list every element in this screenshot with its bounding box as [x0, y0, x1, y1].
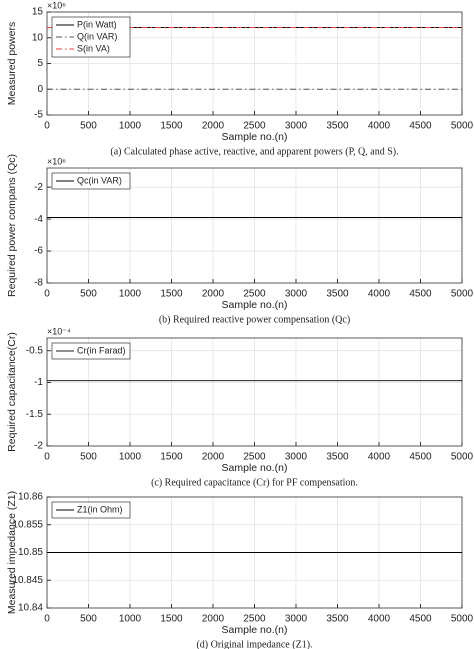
x-axis-label: Sample no.(n) — [222, 299, 288, 311]
x-tick-label: 3000 — [285, 289, 308, 300]
y-tick-label: 10.85 — [18, 547, 43, 558]
legend-box — [51, 342, 131, 360]
x-tick-label: 3000 — [285, 121, 308, 132]
y-tick-label: -2 — [34, 441, 43, 452]
x-tick-label: 2500 — [243, 452, 266, 463]
legend-box — [51, 172, 131, 190]
legend-box — [51, 501, 131, 519]
y-axis-label: Required capacitance(Cr) — [6, 332, 18, 452]
y-tick-label: -4 — [34, 214, 43, 225]
x-tick-label: 5000 — [451, 452, 474, 463]
x-tick-label: 2000 — [202, 121, 225, 132]
y-tick-label: -8 — [34, 278, 43, 289]
caption: (c) Required capacitance (Cr) for PF com… — [151, 477, 358, 488]
x-tick-label: 3500 — [326, 614, 349, 625]
x-tick-label: 5000 — [451, 614, 474, 625]
x-tick-label: 1500 — [160, 452, 183, 463]
x-tick-label: 1500 — [160, 121, 183, 132]
x-tick-label: 2000 — [202, 452, 225, 463]
x-tick-label: 500 — [80, 614, 97, 625]
x-tick-label: 3000 — [285, 614, 308, 625]
caption: (a) Calculated phase active, reactive, a… — [110, 146, 398, 157]
x-tick-label: 3500 — [326, 289, 349, 300]
x-axis-label: Sample no.(n) — [222, 462, 288, 474]
y-tick-label: 10.855 — [12, 519, 43, 530]
x-tick-label: 0 — [44, 121, 50, 132]
y-tick-label: 10.86 — [18, 492, 43, 503]
plot-frame — [46, 11, 463, 116]
x-axis-label: Sample no.(n) — [222, 624, 288, 636]
y-tick-label: -5 — [34, 110, 43, 121]
y-tick-label: -6 — [34, 246, 43, 257]
x-tick-label: 0 — [44, 614, 50, 625]
x-axis-label: Sample no.(n) — [222, 131, 288, 143]
y-tick-label: 15 — [32, 7, 44, 18]
x-tick-label: 2000 — [202, 614, 225, 625]
y-axis-label: Measured powers — [6, 22, 18, 105]
legend-label: Cr(in Farad) — [77, 345, 126, 355]
x-tick-label: 4000 — [368, 289, 391, 300]
x-tick-label: 3500 — [326, 452, 349, 463]
y-axis-label: Required power compans (Qc) — [6, 154, 18, 297]
axis-exponent: ×10⁶ — [47, 0, 66, 10]
x-tick-label: 4500 — [409, 452, 432, 463]
x-tick-label: 1000 — [119, 614, 142, 625]
x-tick-label: 4000 — [368, 614, 391, 625]
x-tick-label: 1000 — [119, 289, 142, 300]
x-tick-label: 1000 — [119, 452, 142, 463]
x-tick-label: 500 — [80, 452, 97, 463]
x-tick-label: 4000 — [368, 121, 391, 132]
y-tick-label: 10.84 — [18, 603, 43, 614]
y-tick-label: -0.5 — [26, 345, 44, 356]
caption: (b) Required reactive power compensation… — [159, 314, 350, 325]
x-tick-label: 1500 — [160, 289, 183, 300]
x-tick-label: 1000 — [119, 121, 142, 132]
x-tick-label: 0 — [44, 452, 50, 463]
x-tick-label: 2500 — [243, 121, 266, 132]
axis-exponent: ×10⁶ — [47, 156, 66, 166]
x-tick-label: 500 — [80, 121, 97, 132]
x-tick-label: 3500 — [326, 121, 349, 132]
y-axis-label: Measured impedance (Z1) — [6, 491, 18, 614]
legend-label: S(in VA) — [77, 43, 110, 53]
axis-exponent: ×10⁻⁴ — [47, 326, 71, 336]
legend-label: Z1(in Ohm) — [77, 504, 123, 514]
y-tick-label: 5 — [37, 58, 43, 69]
x-tick-label: 4500 — [409, 614, 432, 625]
y-tick-label: -2 — [34, 182, 43, 193]
x-tick-label: 2500 — [243, 289, 266, 300]
x-tick-label: 4500 — [409, 121, 432, 132]
x-tick-label: 4500 — [409, 289, 432, 300]
y-tick-label: 10 — [32, 32, 44, 43]
y-tick-label: -1 — [34, 377, 43, 388]
caption: (d) Original impedance (Z1). — [196, 639, 312, 649]
y-tick-label: 0 — [37, 84, 43, 95]
legend-label: Qc(in VAR) — [77, 175, 122, 185]
y-tick-label: -1.5 — [26, 409, 44, 420]
legend-label: P(in Watt) — [77, 19, 117, 29]
x-tick-label: 500 — [80, 289, 97, 300]
y-tick-label: 10.845 — [12, 575, 43, 586]
x-tick-label: 3000 — [285, 452, 308, 463]
x-tick-label: 4000 — [368, 452, 391, 463]
legend-label: Q(in VAR) — [77, 31, 117, 41]
x-tick-label: 5000 — [451, 121, 474, 132]
x-tick-label: 5000 — [451, 289, 474, 300]
plot-frame — [46, 337, 463, 447]
plot-frame — [46, 167, 463, 284]
x-tick-label: 0 — [44, 289, 50, 300]
x-tick-label: 2000 — [202, 289, 225, 300]
x-tick-label: 2500 — [243, 614, 266, 625]
x-tick-label: 1500 — [160, 614, 183, 625]
